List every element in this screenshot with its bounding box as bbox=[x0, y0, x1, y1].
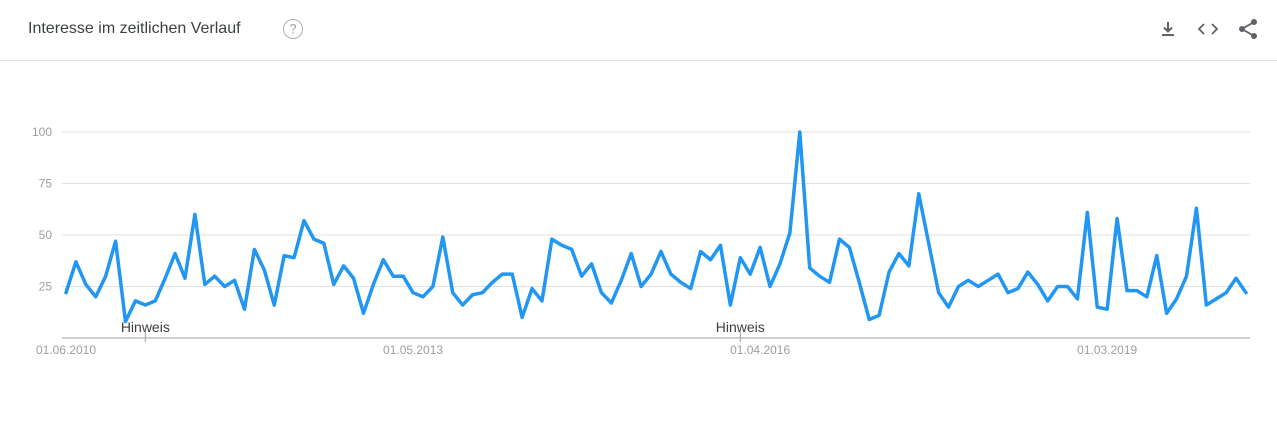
chart-area: 25 50 75 100 Hinweis Hinweis 01.06.2010 01.05.2… bbox=[0, 61, 1277, 436]
download-icon[interactable] bbox=[1155, 16, 1181, 42]
x-tick-label: 01.05.2013 bbox=[383, 343, 443, 357]
line-chart: 25 50 75 100 Hinweis Hinweis 01.06.2010 01.05.2… bbox=[32, 125, 1250, 357]
header-actions bbox=[1155, 16, 1261, 42]
card-header: Interesse im zeitlichen Verlauf ? bbox=[0, 0, 1277, 61]
x-tick-label: 01.04.2016 bbox=[730, 343, 790, 357]
chart-title: Interesse im zeitlichen Verlauf bbox=[28, 20, 241, 37]
annotation-label: Hinweis bbox=[716, 319, 765, 335]
annotation-label: Hinweis bbox=[121, 319, 170, 335]
y-tick-label: 75 bbox=[39, 177, 53, 191]
y-tick-label: 25 bbox=[39, 280, 53, 294]
x-tick-label: 01.06.2010 bbox=[36, 343, 96, 357]
embed-code-icon[interactable] bbox=[1195, 16, 1221, 42]
share-icon[interactable] bbox=[1235, 16, 1261, 42]
series-line bbox=[64, 130, 1248, 324]
y-tick-label: 50 bbox=[39, 228, 53, 242]
x-tick-label: 01.03.2019 bbox=[1077, 343, 1137, 357]
y-tick-label: 100 bbox=[32, 125, 52, 139]
help-icon[interactable]: ? bbox=[283, 19, 303, 39]
